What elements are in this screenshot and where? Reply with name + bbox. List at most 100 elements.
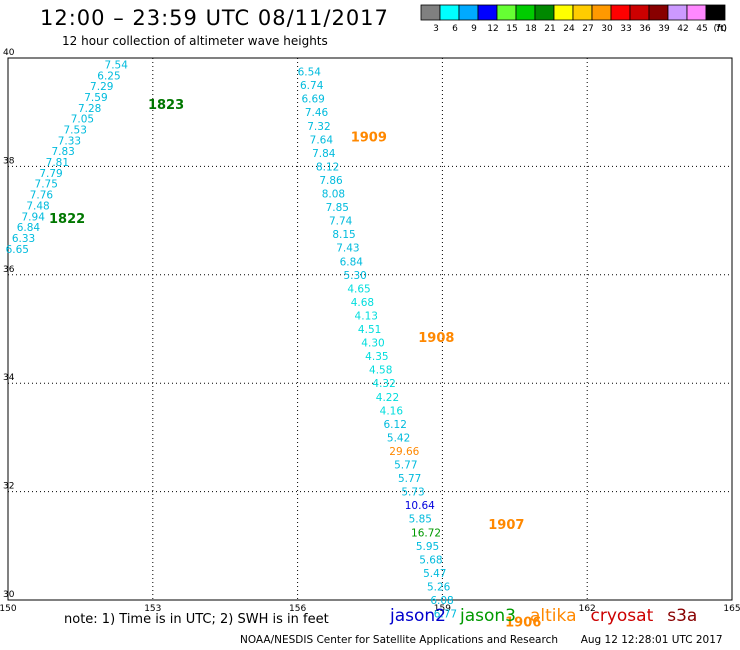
- mission-s3a: s3a: [667, 606, 698, 626]
- y-tick-label: 32: [3, 482, 14, 492]
- data-point-label: 5.85: [409, 514, 432, 526]
- data-point-label: 7.81: [46, 157, 69, 169]
- data-point-label: 4.16: [380, 405, 404, 417]
- data-point-label: 7.75: [35, 179, 58, 191]
- x-tick-label: 162: [579, 604, 596, 614]
- colorbar-label: 15: [506, 24, 517, 34]
- colorbar-label: 45: [696, 24, 707, 34]
- data-point-label: 7.83: [51, 146, 74, 158]
- data-point-label: 6.65: [6, 244, 29, 256]
- colorbar-label: 12: [487, 24, 498, 34]
- data-point-label: 6.84: [340, 256, 364, 268]
- colorbar-label: 70: [715, 24, 727, 34]
- data-point-label: 8.15: [332, 229, 355, 241]
- credit-org: NOAA/NESDIS Center for Satellite Applica…: [240, 634, 558, 646]
- colorbar-label: 6: [452, 24, 458, 34]
- data-point-label: 7.43: [336, 243, 359, 255]
- data-point-label: 5.77: [398, 473, 421, 485]
- pass-time-label: 1909: [351, 131, 387, 146]
- data-point-label: 7.53: [64, 125, 87, 137]
- colorbar-swatch: [534, 4, 555, 21]
- colorbar-label: 30: [601, 24, 613, 34]
- data-point-label: 6.33: [12, 233, 35, 245]
- data-point-label: 4.65: [347, 283, 370, 295]
- data-point-label: 5.26: [427, 581, 451, 593]
- data-point-label: 6.12: [384, 419, 407, 431]
- data-point-label: 5.30: [343, 270, 366, 282]
- data-point-label: 7.84: [312, 148, 336, 160]
- data-point-label: 7.79: [39, 168, 62, 180]
- data-point-label: 16.72: [411, 527, 441, 539]
- data-point-label: 4.35: [365, 351, 388, 363]
- colorbar-label: 18: [525, 24, 537, 34]
- data-point-label: 6.54: [298, 67, 322, 79]
- data-point-label: 7.28: [78, 103, 101, 115]
- footer-credit: NOAA/NESDIS Center for Satellite Applica…: [240, 634, 723, 646]
- colorbar-swatch: [572, 4, 593, 21]
- data-point-label: 6.08: [430, 595, 453, 607]
- data-point-label: 4.30: [361, 338, 384, 350]
- colorbar-swatch: [610, 4, 631, 21]
- colorbar-swatch: [648, 4, 669, 21]
- colorbar-swatch: [553, 4, 574, 21]
- y-tick-label: 30: [3, 590, 15, 600]
- colorbar-swatch: [591, 4, 612, 21]
- mission-jason3: jason3: [460, 606, 516, 626]
- colorbar-label: 42: [677, 24, 688, 34]
- y-tick-label: 34: [3, 373, 15, 383]
- data-point-label: 4.32: [372, 378, 395, 390]
- colorbar-label: 33: [620, 24, 631, 34]
- data-point-label: 7.33: [58, 135, 81, 147]
- data-point-label: 8.12: [316, 161, 339, 173]
- colorbar-swatch: [420, 4, 441, 21]
- colorbar-swatch: [705, 4, 726, 21]
- data-point-label: 7.94: [22, 211, 46, 223]
- data-point-label: 6.74: [300, 80, 324, 92]
- data-point-label: 5.42: [387, 432, 410, 444]
- x-tick-label: 165: [723, 604, 740, 614]
- data-point-label: 7.32: [307, 121, 330, 133]
- data-point-label: 4.51: [358, 324, 381, 336]
- colorbar-label: 36: [639, 24, 651, 34]
- colorbar-label: 3: [433, 24, 439, 34]
- data-point-label: 6.84: [17, 222, 41, 234]
- mission-jason2: jason2: [390, 606, 446, 626]
- data-point-label: 4.22: [376, 392, 399, 404]
- data-point-label: 6.25: [97, 70, 120, 82]
- colorbar-swatch: [686, 4, 707, 21]
- data-point-label: 7.54: [105, 60, 129, 72]
- x-tick-label: 159: [434, 604, 451, 614]
- colorbar-swatch: [439, 4, 460, 21]
- chart-title: 12:00 – 23:59 UTC 08/11/2017: [40, 6, 389, 30]
- y-tick-label: 38: [3, 156, 15, 166]
- x-tick-label: 153: [144, 604, 161, 614]
- data-point-label: 5.77: [394, 460, 417, 472]
- colorbar-unit: (ft): [713, 24, 727, 34]
- credit-timestamp: Aug 12 12:28:01 UTC 2017: [580, 634, 723, 646]
- colorbar-label: 21: [544, 24, 555, 34]
- data-point-label: 5.73: [401, 487, 424, 499]
- colorbar-swatch: [458, 4, 479, 21]
- pass-time-label: 1906: [505, 616, 541, 631]
- data-point-label: 7.29: [90, 81, 113, 93]
- pass-time-label: 1908: [418, 331, 454, 346]
- colorbar-label: 27: [582, 24, 593, 34]
- colorbar-swatch: [496, 4, 517, 21]
- colorbar-swatch: [515, 4, 536, 21]
- data-point-label: 6.69: [301, 94, 324, 106]
- footer-note: note: 1) Time is in UTC; 2) SWH is in fe…: [64, 612, 329, 627]
- colorbar-swatch: [667, 4, 688, 21]
- colorbar-label: 9: [471, 24, 477, 34]
- colorbar-swatch: [629, 4, 650, 21]
- colorbar-swatch: [477, 4, 498, 21]
- mission-cryosat: cryosat: [590, 606, 654, 626]
- pass-time-label: 1907: [488, 518, 524, 533]
- pass-time-label: 1823: [148, 98, 184, 113]
- data-point-label: 7.74: [329, 216, 353, 228]
- pass-time-label: 1822: [49, 212, 85, 227]
- data-point-label: 4.13: [355, 310, 378, 322]
- data-point-label: 7.59: [84, 92, 107, 104]
- x-tick-label: 150: [0, 604, 17, 614]
- data-point-label: 10.64: [405, 500, 435, 512]
